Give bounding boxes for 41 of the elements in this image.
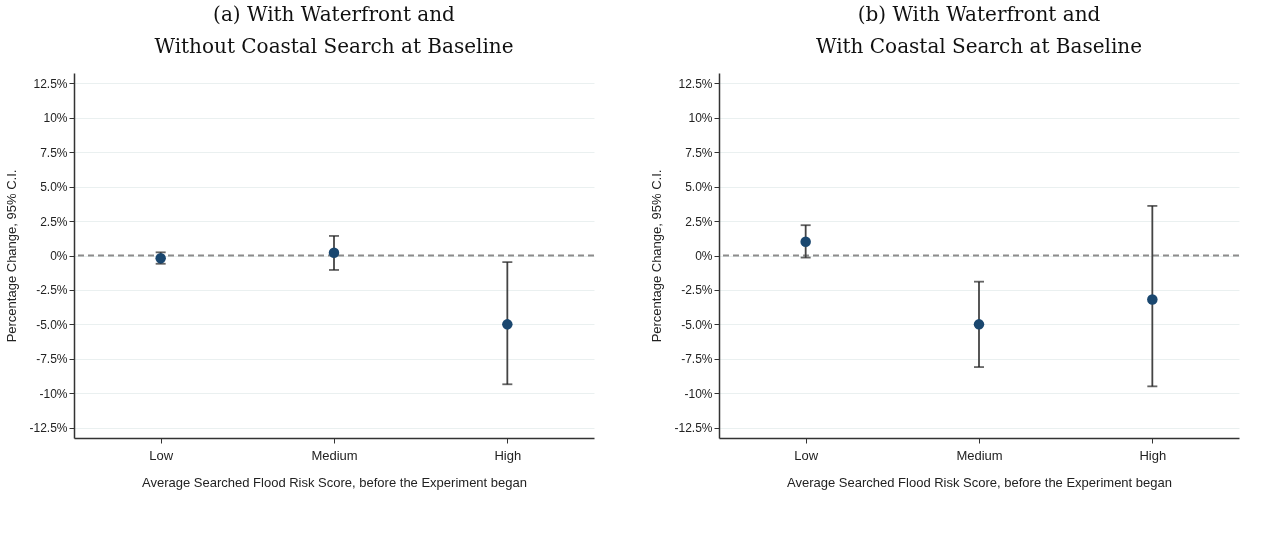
y-tick-label: -12.5% [674,421,713,436]
y-tick-label: 2.5% [40,214,68,229]
y-tick-label: 0% [50,249,68,263]
text: With Coastal Search at Baseline [815,34,1143,58]
y-tick-label: 0% [695,249,713,263]
y-tick-label: -2.5% [36,283,68,298]
text: Without Coastal Search at Baseline [154,34,514,58]
text: (b) With Waterfront and [857,2,1101,26]
x-tick-label: High [494,447,522,463]
y-axis-title: Percentage Change, 95% C.I. [4,169,20,343]
point [973,319,985,330]
x-axis-title: Average Searched Flood Risk Score, before the Experiment began [787,474,1172,490]
x-axis-title: Average Searched Flood Risk Score, before the Experiment began [142,474,527,490]
x-tick-label: Medium [311,447,358,463]
y-tick-label: 10% [43,111,68,126]
point [502,319,513,330]
y-tick-label: 5.0% [40,180,68,195]
x-tick-label: Medium [956,447,1003,463]
y-tick-label: 10% [688,111,713,126]
y-axis-title: Percentage Change, 95% C.I. [649,169,665,343]
y-tick-label: -12.5% [29,421,68,436]
y-tick-label: 7.5% [685,145,713,160]
y-tick-label: -10% [39,386,68,401]
text: (a) With Waterfront and [213,2,455,26]
x-tick-label: High [1139,447,1167,463]
point [800,236,811,247]
y-tick-label: 2.5% [685,214,713,229]
y-tick-label: 7.5% [40,145,68,160]
y-tick-label: -5.0% [36,317,68,332]
point [328,247,340,258]
y-tick-label: 5.0% [685,180,713,195]
y-tick-label: 12.5% [33,76,68,91]
y-tick-label: 12.5% [678,76,713,91]
y-tick-label: -5.0% [681,317,713,332]
point [1147,294,1158,305]
y-tick-label: -7.5% [36,352,68,367]
x-tick-label: Low [149,447,174,463]
y-tick-label: -10% [684,386,713,401]
x-tick-label: Low [794,447,819,463]
y-tick-label: -7.5% [681,352,713,367]
y-tick-label: -2.5% [681,283,713,298]
